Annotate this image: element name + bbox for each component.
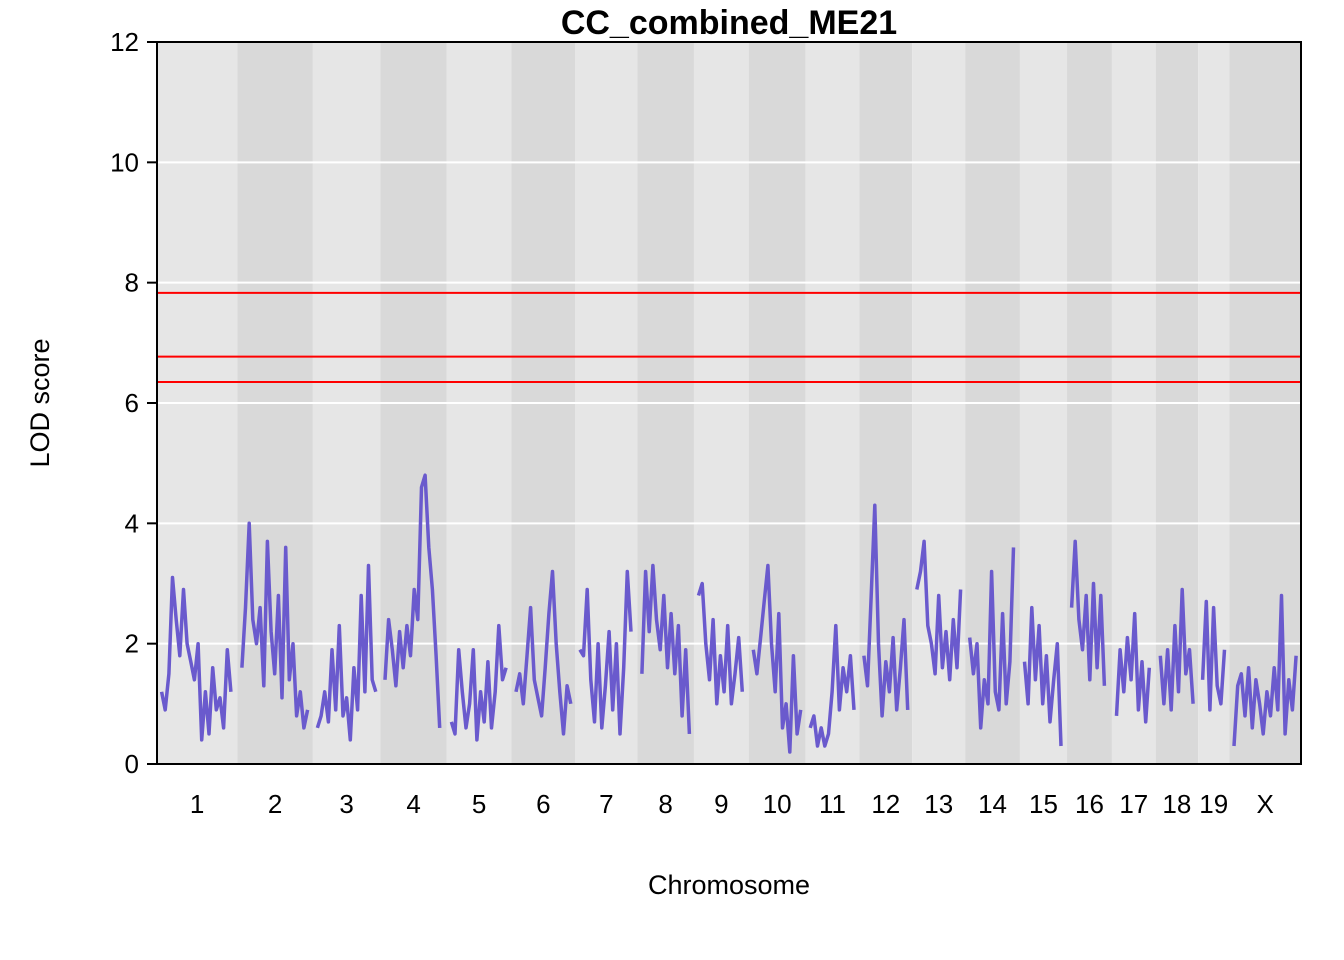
lod-line-chr-10 [751, 563, 803, 754]
y-tick-label: 0 [125, 749, 139, 779]
lod-line-chr-12 [862, 503, 910, 718]
x-tick-label-6: 6 [536, 789, 550, 819]
x-tick-label-12: 12 [871, 789, 900, 819]
lod-line-chr-17 [1114, 611, 1152, 724]
x-tick-label-2: 2 [268, 789, 282, 819]
lod-line-chr-11 [808, 623, 856, 748]
lod-line-chr-19 [1200, 599, 1227, 712]
x-axis: 1 2 3 4 5 6 7 8 9 10 11 12 13 14 15 16 17 18 19 X [190, 789, 1274, 819]
lod-line-chr-2 [240, 521, 310, 730]
y-tick-label: 12 [110, 27, 139, 57]
lod-line-chr-8 [640, 563, 692, 734]
y-tick-label: 4 [125, 508, 139, 538]
x-tick-label-14: 14 [978, 789, 1007, 819]
lod-line-chr-16 [1069, 539, 1107, 686]
x-tick-label-19: 19 [1199, 789, 1228, 819]
x-tick-label-9: 9 [714, 789, 728, 819]
lod-line-chr-5 [449, 623, 508, 742]
x-axis-label: Chromosome [648, 870, 810, 900]
x-tick-label-15: 15 [1029, 789, 1058, 819]
y-tick-label: 8 [125, 268, 139, 298]
threshold-lines [157, 291, 1301, 383]
lod-line-chr-14 [967, 547, 1016, 730]
x-tick-label-1: 1 [190, 789, 204, 819]
lod-line-chr-4 [383, 473, 442, 728]
x-tick-label-4: 4 [406, 789, 420, 819]
x-tick-label-8: 8 [658, 789, 672, 819]
lod-line-chr-7 [578, 569, 633, 736]
lod-line-chr-6 [514, 569, 573, 736]
x-tick-label-18: 18 [1162, 789, 1191, 819]
lod-series [159, 473, 1298, 754]
x-tick-label-7: 7 [599, 789, 613, 819]
lod-line-chr-X [1232, 593, 1298, 747]
x-tick-label-X: X [1257, 789, 1274, 819]
x-tick-label-13: 13 [924, 789, 953, 819]
x-tick-label-5: 5 [472, 789, 486, 819]
y-axis-label: LOD score [25, 338, 55, 467]
lod-line-chr-1 [159, 575, 233, 742]
x-tick-label-3: 3 [339, 789, 353, 819]
lod-line-chr-18 [1158, 587, 1195, 712]
lod-line-chr-15 [1022, 605, 1063, 747]
x-tick-label-10: 10 [763, 789, 792, 819]
y-axis: 0 2 4 6 8 10 12 [110, 27, 157, 779]
x-tick-label-16: 16 [1075, 789, 1104, 819]
y-tick-label: 2 [125, 629, 139, 659]
chart-title: CC_combined_ME21 [561, 4, 897, 42]
y-tick-label: 10 [110, 147, 139, 177]
y-tick-label: 6 [125, 388, 139, 418]
lod-line-chr-9 [696, 581, 745, 706]
x-tick-label-17: 17 [1119, 789, 1148, 819]
lod-line-chr-3 [315, 563, 378, 742]
lod-line-chr-13 [915, 539, 963, 682]
x-tick-label-11: 11 [819, 789, 846, 819]
